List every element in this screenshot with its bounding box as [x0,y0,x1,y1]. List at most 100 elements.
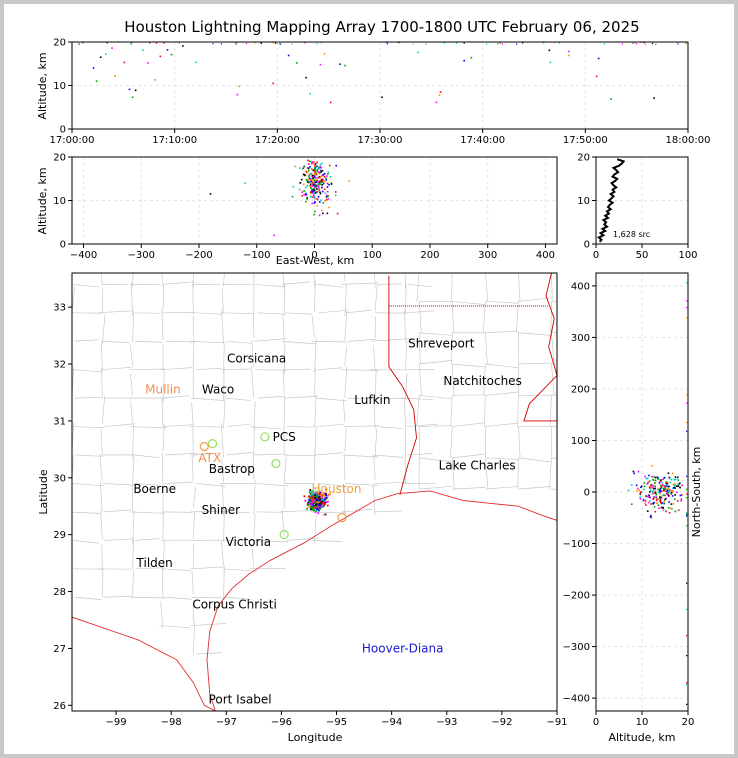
county-line [101,567,104,597]
ns-axis-ticklabel: −400 [563,694,590,705]
county-line [286,537,319,541]
county-line [253,479,256,515]
radar-markers [199,432,347,540]
source-point [320,179,322,181]
source-point [319,63,322,66]
county-line [283,454,287,484]
ns-axis-ticklabel: 200 [571,384,590,395]
source-point [316,491,319,494]
source-point [279,43,281,45]
source-point [635,484,638,487]
source-point [317,181,320,184]
source-point [486,43,488,45]
source-point [315,173,318,176]
source-point [319,201,321,203]
source-point [336,212,339,215]
source-point [653,506,656,508]
source-point [314,502,317,504]
hist-alt-axis-ticklabel: 20 [577,153,590,164]
source-point [497,43,499,45]
source-point [235,43,237,45]
source-point [646,495,649,498]
source-point [321,498,324,501]
source-point [99,56,102,59]
county-line [451,457,455,490]
county-line [317,483,348,487]
source-point [627,489,630,492]
source-point [159,55,162,58]
source-point [630,484,633,486]
source-point [666,494,669,496]
radar-site-marker [199,441,209,452]
source-point [303,193,306,196]
source-point [304,194,307,196]
county-line [416,273,420,302]
ns-axis-ticklabel: −200 [563,591,590,602]
time-axis-ticklabel: 17:50:00 [563,135,608,146]
county-line [104,423,135,427]
county-line [100,428,103,454]
source-point [651,42,654,45]
county-line [103,538,134,541]
source-point [317,186,320,188]
source-point [315,496,318,499]
ew-alt-axis-ticklabel: 10 [53,196,66,207]
source-point [316,176,319,179]
county-line [76,454,103,457]
county-line [72,511,100,514]
source-point [649,500,651,502]
source-point [195,61,198,64]
county-line [132,509,135,545]
source-point [312,189,315,192]
county-line [314,280,316,312]
source-point [178,42,180,44]
source-point [306,184,309,187]
source-point [674,478,677,481]
source-point [318,176,321,178]
county-line [344,428,347,452]
source-point [312,504,315,507]
source-point [309,92,311,95]
source-point [677,485,680,487]
source-point [435,101,438,104]
source-point [313,168,316,171]
county-line [222,511,251,513]
source-point [326,190,329,193]
source-point [662,487,664,490]
source-point [299,167,301,169]
source-point [319,191,321,194]
source-point [325,198,328,201]
county-line [133,483,161,486]
source-point [321,501,324,504]
source-point [316,179,318,181]
source-point [260,42,263,44]
source-point [677,482,679,485]
county-line [253,401,256,430]
source-point [316,165,318,168]
source-point [325,179,328,181]
source-point [313,192,315,194]
source-point [317,188,319,190]
source-point [320,502,322,505]
source-point [244,182,247,184]
source-point [686,402,688,404]
source-point [662,509,665,511]
county-line [101,395,106,425]
county-line [192,512,195,539]
radar-site-marker [271,458,281,469]
source-point [664,486,666,488]
latitude-axis-ticklabel: 33 [53,303,66,314]
source-point [312,196,314,198]
source-point [311,162,313,165]
longitude-axis-ticklabel: −97 [216,717,237,728]
source-point [667,487,670,490]
place-label: Hoover-Diana [362,641,444,655]
source-point [671,472,674,475]
county-line [132,453,135,487]
source-point [686,515,688,517]
source-point [182,45,184,47]
source-point [318,214,321,217]
source-point [308,175,310,178]
source-point [312,495,315,498]
source-point [311,501,314,504]
